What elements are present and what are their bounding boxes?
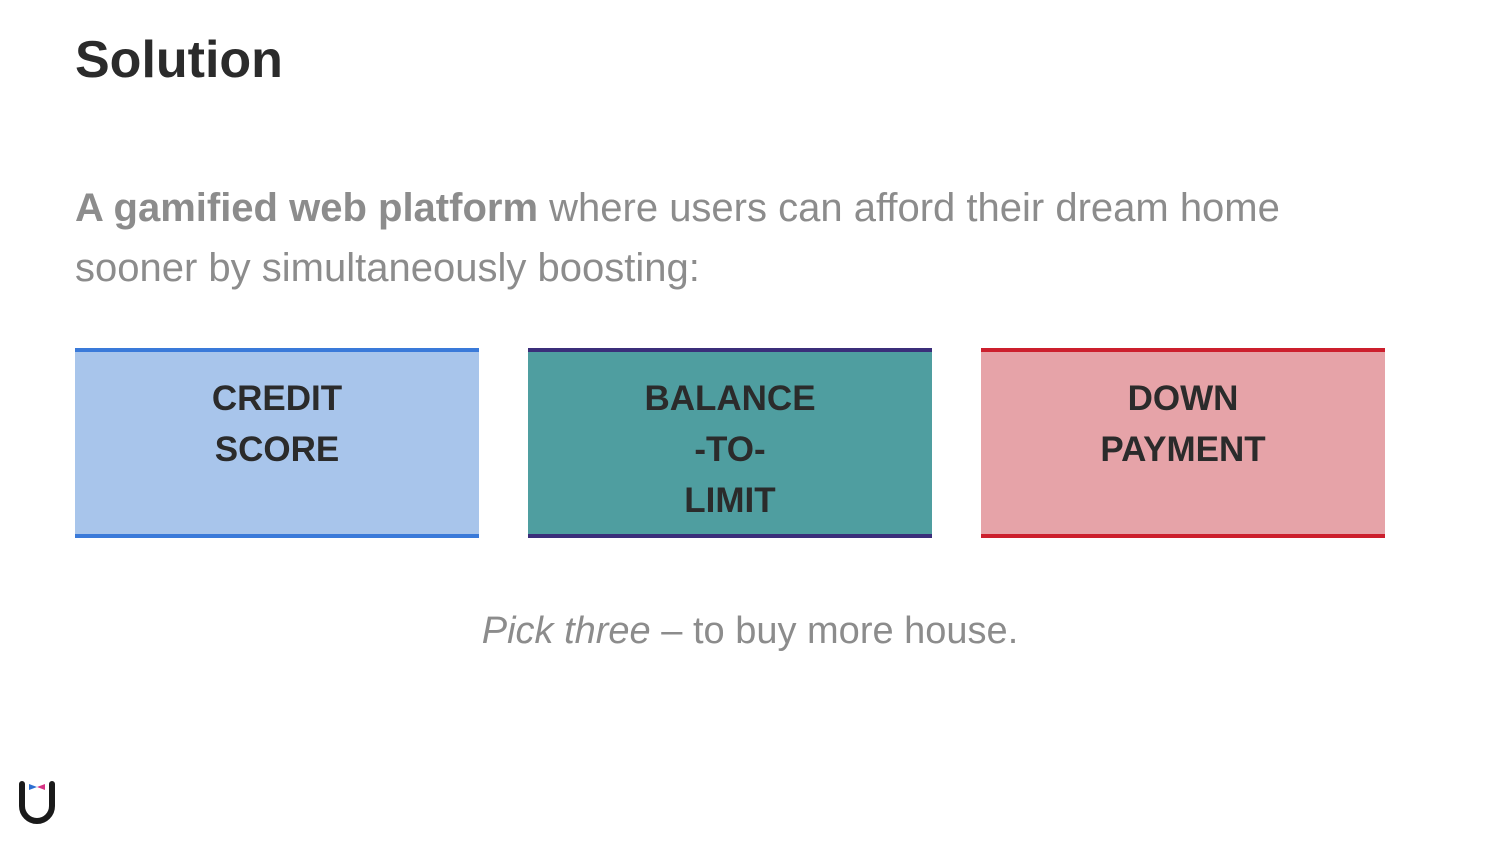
subtitle-bold: A gamified web platform <box>75 186 538 230</box>
slide-subtitle: A gamified web platform where users can … <box>75 178 1385 298</box>
tagline-italic: Pick three <box>482 610 651 652</box>
boxes-row: CREDIT SCORE BALANCE -TO- LIMIT DOWN PAY… <box>75 348 1385 538</box>
box-credit-score: CREDIT SCORE <box>75 348 479 538</box>
slide-title: Solution <box>75 30 283 90</box>
box-balance-to-limit: BALANCE -TO- LIMIT <box>528 348 932 538</box>
box-down-payment: DOWN PAYMENT <box>981 348 1385 538</box>
tagline: Pick three – to buy more house. <box>0 610 1500 653</box>
logo-icon <box>12 778 62 828</box>
tagline-rest: – to buy more house. <box>651 610 1019 652</box>
